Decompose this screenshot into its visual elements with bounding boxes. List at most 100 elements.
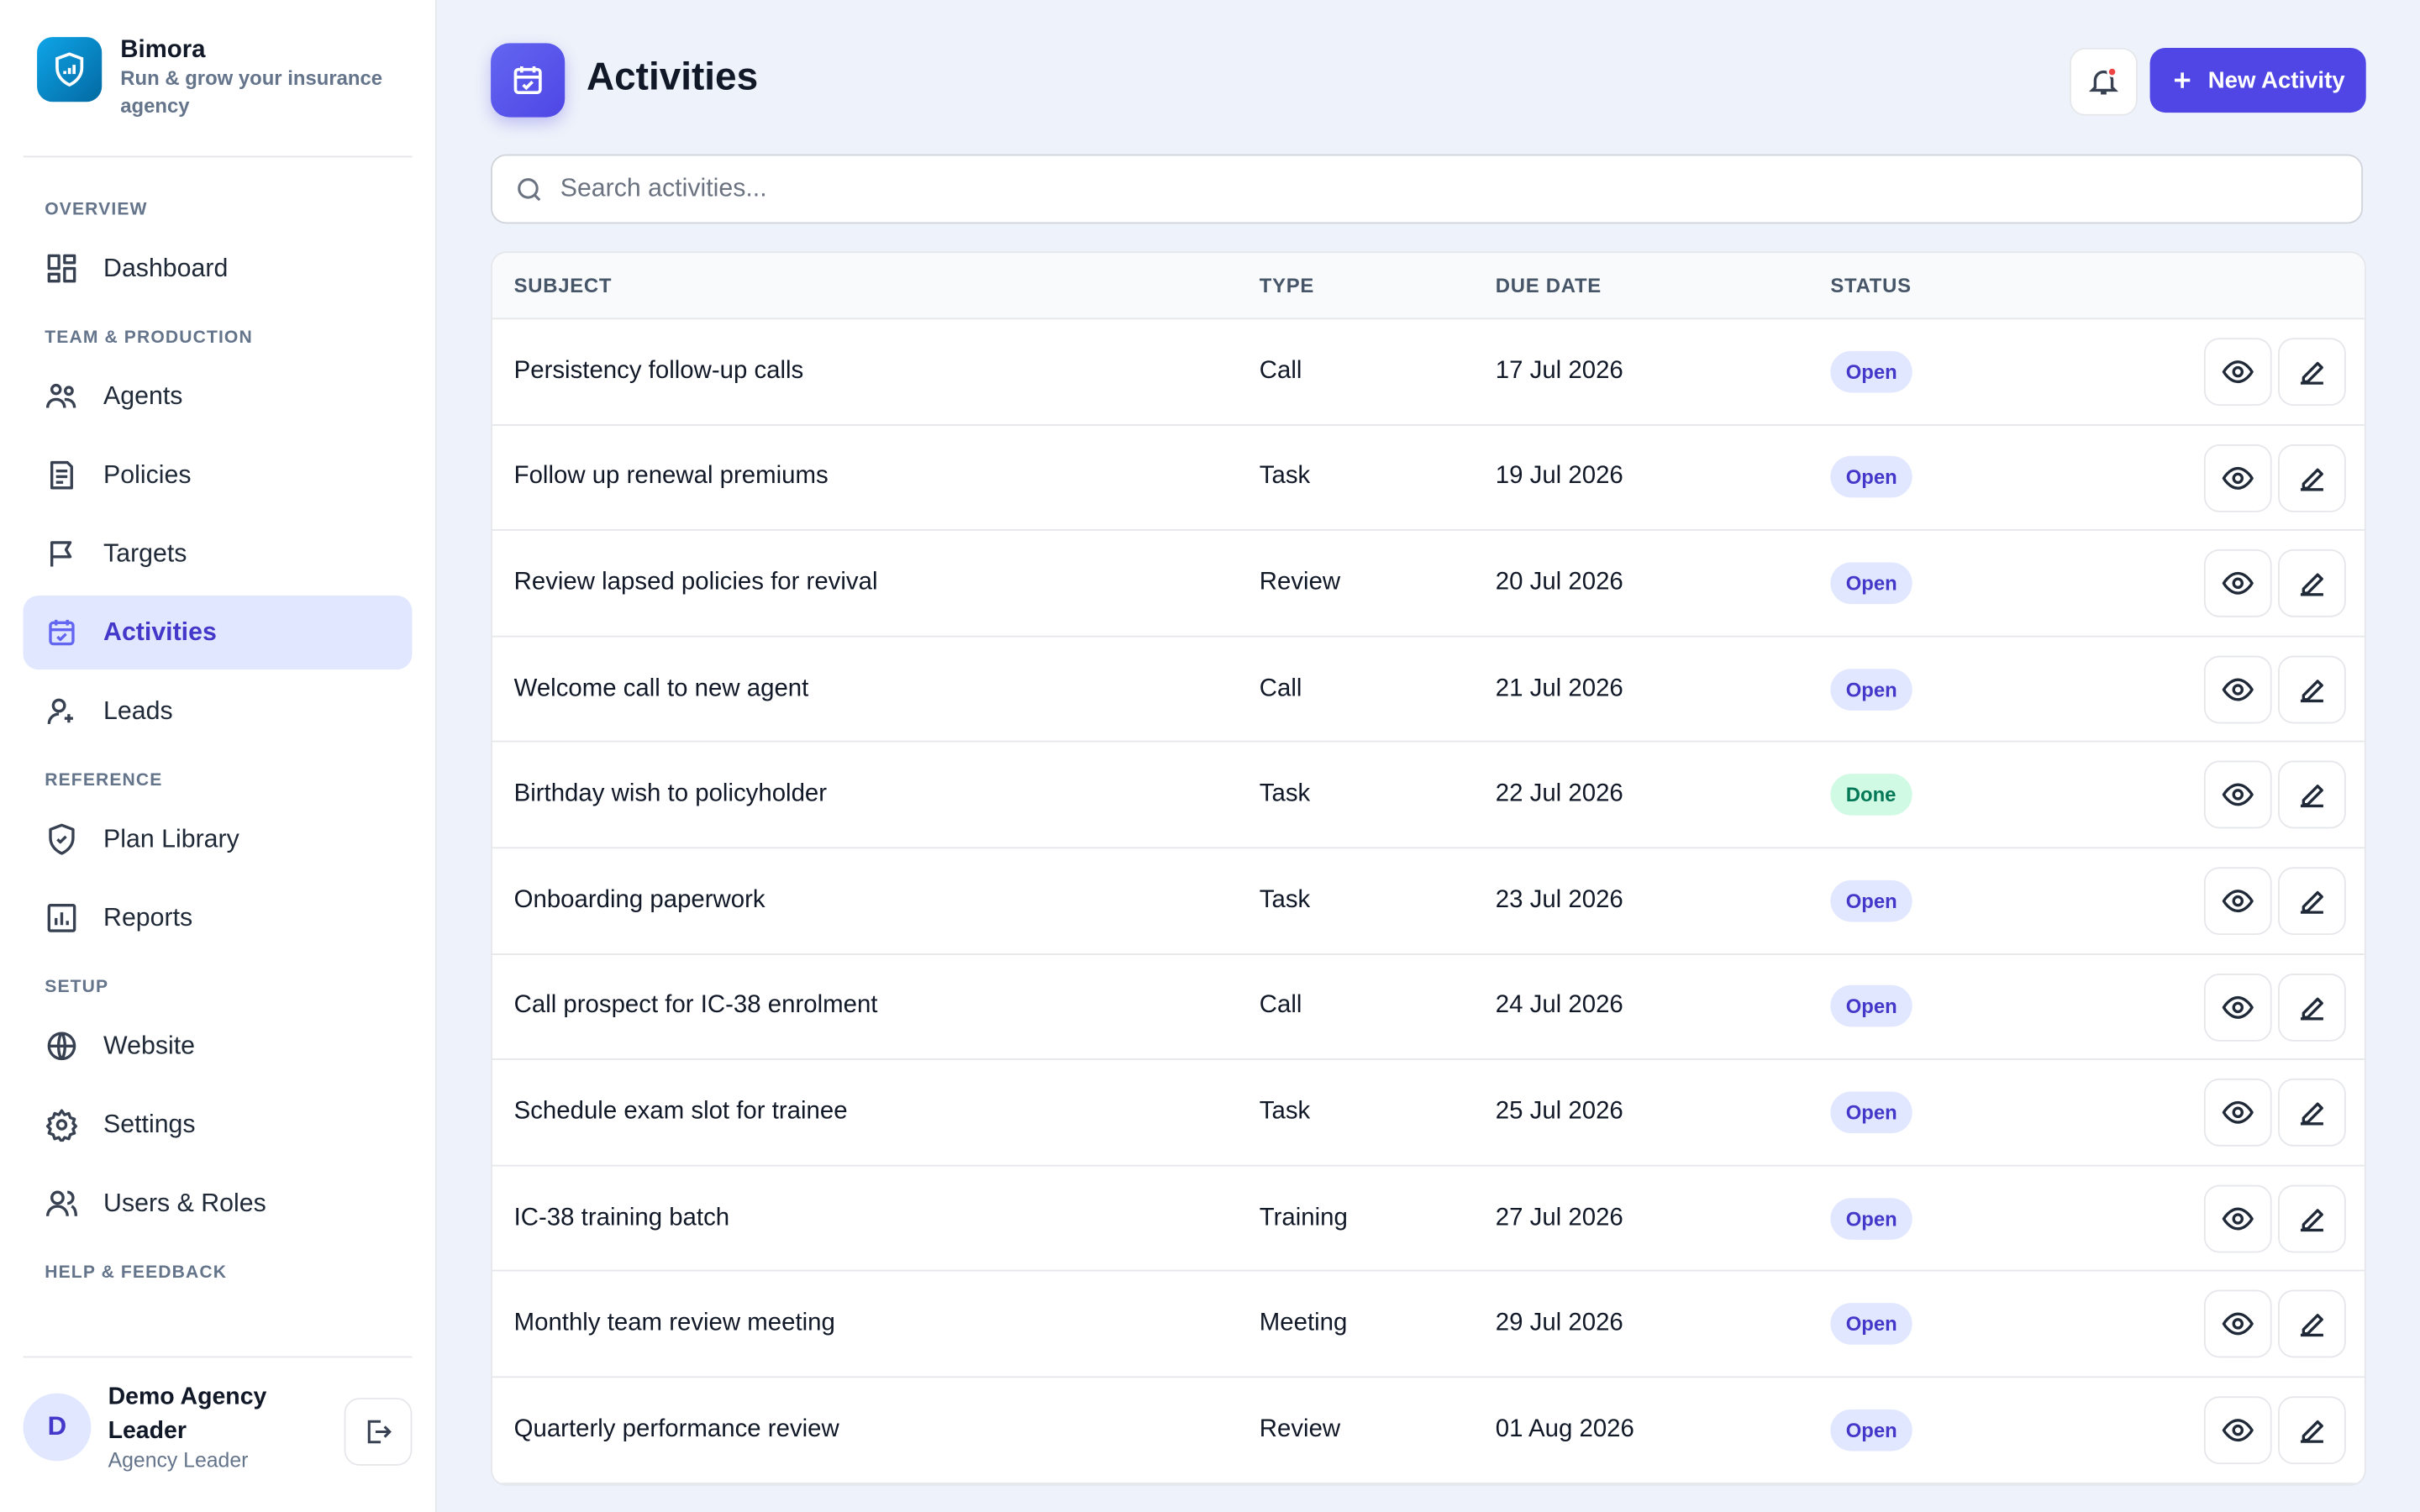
nav-item[interactable]: Website (24, 1009, 413, 1083)
column-header: SUBJECT (513, 274, 613, 297)
edit-button[interactable] (2278, 338, 2346, 407)
cell-type: Call (1259, 992, 1302, 1019)
view-button[interactable] (2203, 1184, 2272, 1252)
table-row: Follow up renewal premiums Task 19 Jul 202… (492, 425, 2365, 532)
cell-due: 21 Jul 2026 (1495, 675, 1623, 701)
edit-button[interactable] (2278, 1290, 2346, 1358)
nav-item[interactable]: Reports (24, 881, 413, 955)
status-badge: Open (1830, 879, 1913, 922)
table-body: Persistency follow-up calls Call 17 Jul 20… (492, 319, 2365, 1484)
nav-section-label: REFERENCE (45, 771, 163, 790)
cell-due: 17 Jul 2026 (1495, 357, 1623, 384)
sidebar: Bimora Run & grow your insurance agency … (0, 0, 437, 1512)
divider (23, 155, 413, 158)
column-header: DUE DATE (1495, 274, 1602, 297)
cell-subject: Welcome call to new agent (513, 675, 809, 701)
cell-type: Review (1259, 569, 1341, 596)
view-button[interactable] (2203, 338, 2272, 407)
search-box[interactable]: Search activities... (491, 154, 2364, 224)
search-placeholder: Search activities... (560, 174, 767, 202)
column-header: STATUS (1830, 274, 1912, 297)
edit-button[interactable] (2278, 973, 2346, 1041)
cell-type: Meeting (1259, 1310, 1348, 1336)
cell-type: Task (1259, 1098, 1311, 1125)
cell-type: Task (1259, 463, 1311, 490)
view-button[interactable] (2203, 867, 2272, 936)
cell-subject: Follow up renewal premiums (513, 463, 829, 490)
nav-item-label: Website (103, 1031, 196, 1059)
cell-due: 29 Jul 2026 (1495, 1310, 1623, 1336)
logo (37, 37, 103, 102)
status-badge: Open (1830, 456, 1913, 499)
status-badge: Open (1830, 1197, 1913, 1239)
nav-item[interactable]: Policies (24, 438, 413, 512)
avatar: D (23, 1392, 92, 1461)
view-button[interactable] (2203, 1079, 2272, 1147)
nav-item[interactable]: Dashboard (24, 232, 413, 306)
nav-item[interactable]: Settings (24, 1088, 413, 1162)
nav-item[interactable]: Leads (24, 675, 413, 748)
cell-subject: Onboarding paperwork (513, 886, 765, 913)
edit-button[interactable] (2278, 549, 2346, 618)
view-button[interactable] (2203, 549, 2272, 618)
user-name: Demo Agency Leader (108, 1383, 267, 1445)
nav-item[interactable]: Targets (24, 517, 413, 591)
table-row: Onboarding paperwork Task 23 Jul 2026 Open (492, 848, 2365, 955)
nav-item[interactable]: Activities (23, 595, 413, 670)
table-row: Schedule exam slot for trainee Task 25 Jul… (492, 1060, 2365, 1167)
edit-button[interactable] (2278, 1079, 2346, 1147)
nav-item-label: Dashboard (103, 254, 229, 282)
cell-subject: IC-38 training batch (513, 1204, 730, 1231)
nav-section-label: HELP & FEEDBACK (45, 1263, 228, 1283)
view-button[interactable] (2203, 973, 2272, 1041)
nav-section-label: SETUP (45, 978, 109, 997)
view-button[interactable] (2203, 1290, 2272, 1358)
edit-button[interactable] (2278, 1184, 2346, 1252)
status-badge: Open (1830, 350, 1913, 393)
logout-button[interactable] (344, 1398, 413, 1466)
cell-due: 20 Jul 2026 (1495, 569, 1623, 596)
cell-due: 24 Jul 2026 (1495, 992, 1623, 1019)
view-button[interactable] (2203, 1396, 2272, 1464)
new-activity-button[interactable]: New Activity (2149, 47, 2366, 113)
cell-due: 25 Jul 2026 (1495, 1098, 1623, 1125)
cell-subject: Review lapsed policies for revival (513, 569, 878, 596)
nav-item[interactable]: Plan Library (24, 802, 413, 876)
edit-button[interactable] (2278, 655, 2346, 724)
table-row: Call prospect for IC-38 enrolment Call 24 … (492, 954, 2365, 1061)
status-badge: Open (1830, 985, 1913, 1028)
cell-subject: Quarterly performance review (513, 1415, 839, 1442)
status-badge: Done (1830, 774, 1912, 816)
nav-item[interactable]: Agents (24, 360, 413, 433)
edit-button[interactable] (2278, 444, 2346, 512)
nav-item-label: Users & Roles (103, 1189, 266, 1217)
page-icon (491, 43, 566, 118)
table-header: SUBJECT TYPE DUE DATE STATUS (492, 253, 2365, 320)
table-row: Monthly team review meeting Meeting 29 Jul… (492, 1272, 2365, 1378)
nav-item[interactable]: Users & Roles (24, 1167, 413, 1241)
view-button[interactable] (2203, 761, 2272, 830)
edit-button[interactable] (2278, 1396, 2346, 1464)
view-button[interactable] (2203, 655, 2272, 724)
view-button[interactable] (2203, 444, 2272, 512)
status-badge: Open (1830, 1409, 1913, 1451)
activities-table: SUBJECT TYPE DUE DATE STATUS Persistency fo… (491, 251, 2366, 1485)
nav: OVERVIEW Dashboard TEAM & PRODUCTION Agents… (23, 182, 413, 1294)
cell-subject: Persistency follow-up calls (513, 357, 804, 384)
edit-button[interactable] (2278, 867, 2346, 936)
notifications-button[interactable] (2070, 47, 2138, 116)
user-card: D Demo Agency Leader Agency Leader (23, 1381, 413, 1472)
cell-type: Call (1259, 357, 1302, 384)
nav-item-label: Leads (103, 696, 173, 725)
status-badge: Open (1830, 1091, 1913, 1133)
cell-subject: Monthly team review meeting (513, 1310, 835, 1336)
brand: Bimora Run & grow your insurance agency (37, 37, 398, 120)
cell-type: Training (1259, 1204, 1348, 1231)
divider (23, 1356, 413, 1358)
page-title: Activities (586, 55, 759, 99)
cell-subject: Birthday wish to policyholder (513, 780, 828, 807)
edit-button[interactable] (2278, 761, 2346, 830)
status-badge: Open (1830, 668, 1913, 711)
